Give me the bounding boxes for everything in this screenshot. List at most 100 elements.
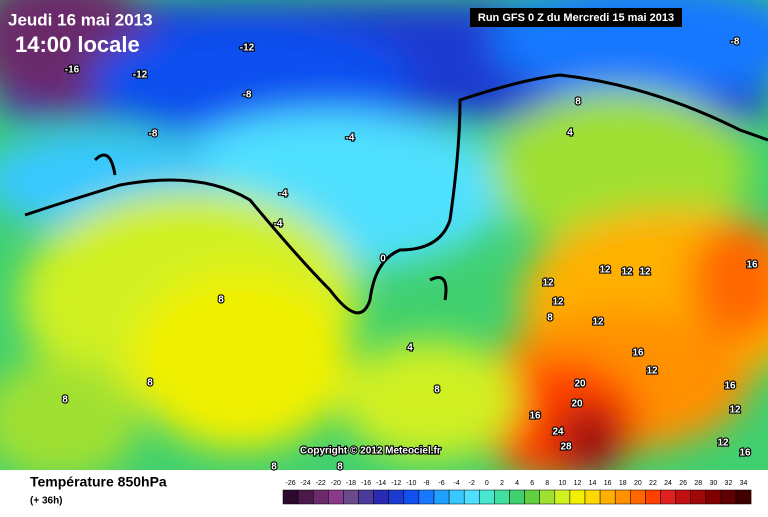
scale-label: -4 [454,480,460,487]
contour-label: 20 [574,379,586,390]
contour-label: -4 [279,189,288,200]
scale-swatch [675,489,691,505]
contour-label: -8 [243,90,252,101]
scale-label: -16 [361,480,371,487]
scale-swatch [554,489,571,505]
contour-label: -12 [133,70,148,81]
contour-label: 12 [552,297,564,308]
contour-label: 28 [560,442,572,453]
scale-swatch [403,489,420,505]
scale-label: 16 [604,480,612,487]
contour-label: 12 [729,405,741,416]
scale-swatch [690,489,707,505]
scale-label: -18 [346,480,356,487]
scale-label: 20 [634,480,642,487]
scale-swatch [463,489,480,505]
scale-swatch [358,489,374,505]
scale-swatch [705,489,722,505]
contour-label: 16 [529,411,541,422]
scale-label: 12 [574,480,582,487]
contour-label: 8 [575,97,581,108]
scale-swatch [509,489,525,505]
scale-label: 18 [619,480,627,487]
contour-label: 8 [218,295,224,306]
scale-swatch [569,489,586,505]
scale-label: 34 [740,480,748,487]
contour-label: 12 [717,438,729,449]
copyright: Copyright © 2012 Meteociel.fr [300,446,441,457]
scale-swatch [599,489,616,505]
scale-label: -22 [316,480,326,487]
scale-swatch [418,489,435,505]
scale-label: 10 [558,480,566,487]
scale-label: -26 [285,480,295,487]
scale-swatch [630,489,646,505]
contour-label: -4 [274,219,283,230]
color-scale: -26 -24 -22 -20 -18 -16 -14 -12 -10 -8 -6 -4 -2 0 2 4 6 8… [282,480,752,505]
contour-label: 8 [337,462,343,473]
scale-swatch [645,489,661,505]
scale-swatch [524,489,540,505]
contour-label: 16 [724,381,736,392]
scale-swatch [388,489,405,505]
scale-swatch [433,489,450,505]
scale-label: -10 [406,480,416,487]
scale-swatch [584,489,601,505]
scale-swatch [494,489,510,505]
scale-label: 24 [664,480,672,487]
contour-label: 16 [739,448,751,459]
scale-swatch [720,489,737,505]
footer-lead: (+ 36h) [30,496,63,507]
contour-label: 8 [147,378,153,389]
scale-label: -12 [391,480,401,487]
contour-label: 12 [592,317,604,328]
date: Jeudi 16 mai 2013 [8,10,153,29]
scale-label: 22 [649,480,657,487]
scale-swatch [539,489,556,505]
contour-label: 12 [646,366,658,377]
contour-label: -16 [65,65,80,76]
scale-swatch [343,489,359,505]
scale-label: 30 [709,480,717,487]
scale-label: -20 [331,480,341,487]
contour-label: 24 [552,427,564,438]
contour-label: 0 [380,254,386,265]
contour-label: -4 [346,133,355,144]
scale-label: 8 [545,480,549,487]
contour-label: 16 [746,260,758,271]
isotherm [429,276,448,301]
scale-swatch [328,489,344,505]
contour-label: -12 [240,43,255,54]
run-box [470,8,682,27]
scale-label: 26 [679,480,687,487]
contour-label: -8 [149,129,158,140]
contour-label: 4 [407,343,413,354]
scale-label: -24 [301,480,311,487]
contour-label: 16 [632,348,644,359]
contour-label: 8 [547,313,553,324]
contour-label: 12 [639,267,651,278]
run-info: Run GFS 0 Z du Mercredi 15 mai 2013 [478,12,674,24]
scale-label: 2 [500,480,504,487]
scale-label: 32 [725,480,733,487]
scale-swatch [282,489,299,505]
scale-label: 14 [589,480,597,487]
scale-label: -2 [469,480,475,487]
map [0,0,768,470]
contour-label: -8 [731,37,740,48]
scale-swatch [614,489,631,505]
scale-label: 6 [530,480,534,487]
contour-label: 12 [599,265,611,276]
scale-label: -8 [423,480,429,487]
contour-label: 8 [434,385,440,396]
scale-swatch [735,489,752,505]
footer-title: Température 850hPa [30,474,167,490]
scale-swatch [312,489,329,505]
scale-swatch [373,489,389,505]
contour-label: 12 [542,278,554,289]
zero-isotherm [24,73,768,315]
scale-label: -14 [376,480,386,487]
scale-label: 28 [694,480,702,487]
scale-label: -6 [438,480,444,487]
